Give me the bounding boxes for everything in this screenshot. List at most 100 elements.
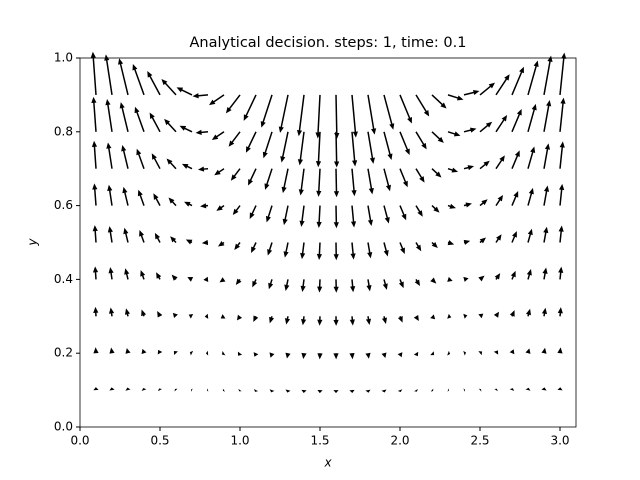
arrow — [298, 168, 305, 196]
arrow — [172, 312, 178, 319]
arrow — [262, 131, 273, 159]
arrow — [157, 311, 163, 318]
x-tick-label: 3.0 — [550, 434, 569, 448]
arrow — [108, 267, 114, 280]
arrow — [511, 150, 520, 169]
arrow — [123, 227, 129, 243]
arrow — [171, 274, 178, 281]
arrow — [511, 231, 517, 243]
arrow — [463, 388, 466, 392]
arrow — [383, 205, 390, 224]
arrow — [399, 131, 410, 156]
arrow — [195, 129, 209, 135]
arrow — [430, 314, 436, 320]
arrow — [301, 316, 307, 326]
arrow — [230, 168, 241, 181]
arrow — [297, 131, 305, 166]
arrow — [139, 230, 145, 243]
arrow — [478, 313, 484, 319]
y-tick-label: 0.8 — [54, 124, 73, 138]
arrow — [267, 242, 273, 256]
arrow — [447, 350, 451, 356]
arrow — [197, 166, 209, 172]
arrow — [157, 349, 163, 355]
arrow — [526, 269, 532, 280]
arrow — [430, 388, 434, 392]
arrow — [365, 389, 371, 393]
arrow — [527, 228, 533, 243]
arrow — [381, 389, 387, 393]
arrow — [333, 242, 339, 261]
arrow — [109, 347, 115, 354]
arrow — [216, 204, 225, 211]
arrow — [511, 191, 519, 206]
x-tick-label: 0.5 — [150, 434, 169, 448]
arrow — [125, 348, 131, 354]
arrow — [495, 74, 510, 96]
arrow — [399, 94, 412, 124]
arrow — [300, 279, 306, 292]
arrow — [543, 185, 550, 206]
arrow — [124, 308, 130, 317]
arrow — [181, 163, 193, 170]
arrow — [463, 350, 467, 356]
arrow — [350, 205, 357, 228]
arrow — [559, 97, 566, 132]
arrow — [204, 313, 209, 319]
arrow — [365, 316, 372, 325]
arrow — [415, 242, 422, 252]
arrow — [557, 387, 563, 391]
arrow — [510, 270, 516, 280]
arrow — [557, 347, 563, 354]
arrow — [218, 241, 225, 247]
arrow — [479, 121, 493, 133]
arrow — [478, 351, 483, 356]
arrow — [168, 197, 177, 207]
arrow — [201, 239, 209, 246]
arrow — [222, 388, 226, 392]
arrow — [414, 388, 418, 392]
arrow — [494, 273, 501, 280]
arrow — [315, 131, 322, 168]
arrow — [413, 314, 419, 321]
arrow — [430, 351, 435, 356]
arrow — [153, 193, 161, 206]
x-tick-label: 0.0 — [70, 434, 89, 448]
arrow — [316, 242, 322, 261]
arrow — [253, 315, 259, 322]
arrow — [301, 352, 307, 360]
arrow — [107, 184, 113, 206]
arrow — [525, 308, 531, 317]
arrow — [147, 71, 161, 96]
arrow — [109, 387, 115, 391]
arrow — [192, 93, 209, 99]
arrow — [478, 388, 482, 392]
arrow — [383, 242, 389, 257]
arrow — [149, 112, 161, 133]
arrow — [333, 168, 340, 198]
arrow — [141, 309, 147, 317]
arrow — [119, 102, 129, 132]
arrow — [367, 168, 374, 195]
arrow — [333, 316, 339, 326]
y-tick-label: 0.2 — [54, 346, 73, 360]
arrow — [299, 205, 305, 227]
arrow — [265, 205, 273, 223]
arrow — [558, 266, 564, 280]
arrow — [237, 351, 243, 356]
arrow — [140, 270, 146, 280]
arrow — [479, 199, 488, 207]
arrow — [284, 316, 291, 325]
arrow — [220, 314, 226, 319]
arrow — [283, 242, 289, 258]
arrow — [188, 313, 194, 319]
y-tick-label: 0.6 — [54, 198, 73, 212]
arrow — [397, 389, 403, 393]
arrow — [414, 279, 421, 286]
arrow — [156, 272, 162, 280]
arrow — [248, 168, 257, 186]
arrow — [397, 316, 403, 323]
arrow — [543, 100, 552, 132]
